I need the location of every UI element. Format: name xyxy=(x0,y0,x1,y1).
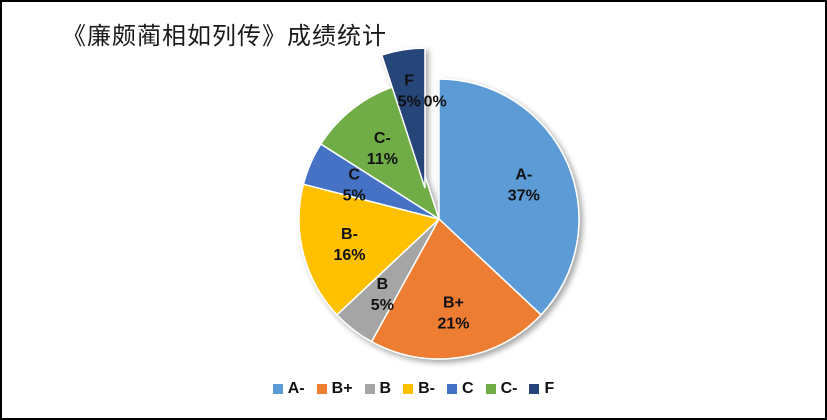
slice-category-label: B- xyxy=(341,226,358,243)
legend-item: C- xyxy=(485,380,518,398)
slice-category-label: B xyxy=(377,276,389,293)
legend-item: F xyxy=(529,380,554,398)
legend-swatch xyxy=(316,384,327,394)
slice-category-label: B+ xyxy=(443,294,464,311)
legend-swatch xyxy=(364,384,375,394)
legend-label: C- xyxy=(500,380,518,397)
slice-percent-label: 5% xyxy=(371,297,394,314)
pie-slice-Aminus xyxy=(438,78,580,316)
slice-category-label: C xyxy=(348,166,360,183)
pie-slice-Bminus xyxy=(298,183,441,316)
chart-title: 《廉颇蔺相如列传》成绩统计 xyxy=(62,22,387,50)
legend-label: C xyxy=(462,380,474,397)
legend-label: B xyxy=(379,380,392,397)
pie-slice-F xyxy=(380,47,426,189)
slice-category-label: F xyxy=(404,73,414,90)
slice-extra-label: 0% xyxy=(424,94,447,111)
legend-item: A- xyxy=(272,380,305,398)
legend-label: B+ xyxy=(331,380,353,397)
legend-swatch xyxy=(485,384,496,394)
legend-item: B+ xyxy=(316,380,353,398)
legend-item: C xyxy=(447,380,474,398)
legend-label: A- xyxy=(287,380,305,397)
legend-swatch xyxy=(529,384,540,394)
legend-swatch xyxy=(447,384,457,394)
slice-percent-label: 37% xyxy=(508,187,540,204)
slice-percent-label: 11% xyxy=(367,151,398,168)
chart-legend: A- B+ B B- C C- F xyxy=(2,380,825,398)
legend-swatch xyxy=(403,384,414,394)
legend-item: B- xyxy=(403,380,435,398)
slice-category-label: C- xyxy=(374,130,391,147)
slice-category-label: A- xyxy=(515,166,532,183)
pie-slice-Bplus xyxy=(370,217,543,360)
slice-percent-label: 5% xyxy=(398,94,421,111)
legend-label: F xyxy=(544,380,555,397)
slice-percent-label: 21% xyxy=(437,315,469,332)
legend-swatch xyxy=(272,384,283,394)
slice-percent-label: 5% xyxy=(343,187,366,204)
legend-label: B- xyxy=(418,380,435,397)
legend-item: B xyxy=(364,380,392,398)
slice-percent-label: 16% xyxy=(333,247,365,264)
